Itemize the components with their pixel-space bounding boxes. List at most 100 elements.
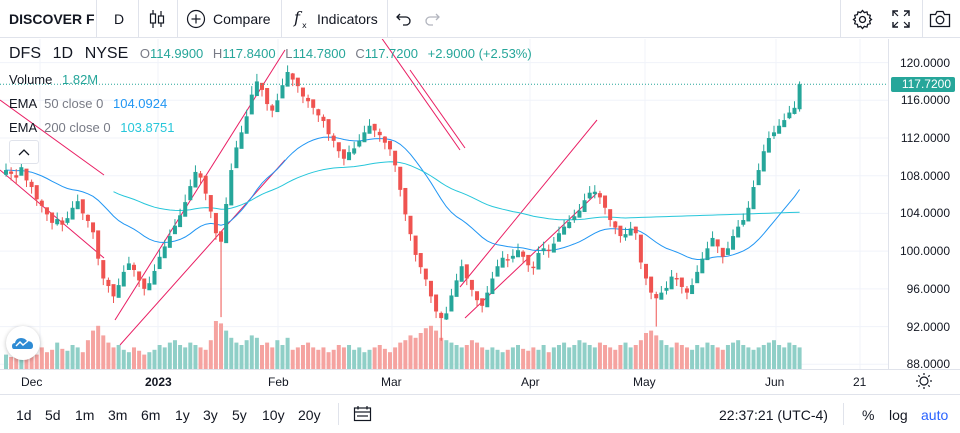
volume-bar: [106, 342, 111, 369]
candle-body: [341, 149, 346, 159]
symbol-legend[interactable]: DFS 1D NYSE O114.9900 H117.8400 L114.780…: [9, 45, 532, 63]
volume-bar: [188, 342, 193, 369]
chart-type-button[interactable]: [148, 0, 166, 38]
candle-body: [797, 84, 802, 110]
range-button-5d[interactable]: 5d: [45, 407, 61, 423]
candle-body: [454, 280, 459, 297]
fullscreen-button[interactable]: [892, 0, 910, 38]
candle-body: [213, 212, 218, 234]
candle-body: [603, 195, 608, 208]
volume-bar: [60, 348, 65, 369]
volume-bar: [19, 352, 24, 369]
ema200-label: EMA: [9, 120, 37, 135]
volume-bar: [219, 323, 224, 369]
volume-bar: [116, 345, 121, 369]
price-chart[interactable]: [0, 0, 888, 369]
indicators-label: Indicators: [317, 11, 378, 27]
volume-bar: [203, 349, 208, 369]
volume-bar: [562, 342, 567, 369]
range-button-1m[interactable]: 1m: [75, 407, 95, 423]
volume-bar: [157, 345, 162, 369]
candle-body: [172, 225, 177, 235]
chart-pane[interactable]: [0, 0, 960, 369]
candle-body: [613, 221, 618, 228]
volume-bar: [398, 342, 403, 369]
volume-bar: [638, 340, 643, 369]
volume-bar: [111, 347, 116, 369]
candles-icon: [149, 10, 165, 28]
volume-legend[interactable]: Volume 1.82M: [9, 72, 98, 87]
volume-bar: [44, 352, 49, 369]
volume-bar: [96, 325, 101, 369]
volume-bar: [454, 345, 459, 369]
volume-bar: [357, 347, 362, 369]
range-button-1y[interactable]: 1y: [175, 407, 190, 423]
volume-bar: [244, 340, 249, 369]
price-scale-label: 92.0000: [906, 319, 950, 334]
collapse-legend-button[interactable]: [9, 140, 39, 164]
divider: [843, 403, 844, 425]
candle-body: [224, 204, 229, 244]
candle-body: [321, 116, 326, 122]
volume-bar: [618, 345, 623, 369]
change-value: +2.9000 (+2.53%): [427, 46, 532, 61]
range-button-3y[interactable]: 3y: [203, 407, 218, 423]
volume-bar: [731, 342, 736, 369]
volume-bar: [413, 337, 418, 369]
symbol-search-button[interactable]: DISCOVER F: [9, 0, 95, 38]
log-toggle[interactable]: log: [889, 407, 908, 423]
redo-button[interactable]: [424, 0, 440, 38]
range-button-10y[interactable]: 10y: [262, 407, 285, 423]
range-button-5y[interactable]: 5y: [232, 407, 247, 423]
percent-toggle[interactable]: %: [862, 407, 875, 423]
candle-body: [751, 187, 756, 210]
candle-body: [14, 175, 19, 178]
candle-body: [331, 135, 336, 141]
ema200-legend[interactable]: EMA 200 close 0 103.8751: [9, 120, 174, 135]
ema50-line: [5, 136, 801, 261]
auto-toggle[interactable]: auto: [921, 407, 949, 423]
time-scale-label: Apr: [521, 375, 540, 389]
candle-body: [500, 257, 505, 268]
ema50-legend[interactable]: EMA 50 close 0 104.0924: [9, 96, 167, 111]
candle-body: [649, 276, 654, 293]
settings-button[interactable]: [852, 0, 873, 38]
candle-body: [597, 193, 602, 198]
interval-button[interactable]: D: [114, 0, 124, 38]
snapshot-button[interactable]: [929, 0, 951, 38]
volume-bar: [91, 330, 96, 369]
goto-date-button[interactable]: [353, 405, 372, 427]
tradingview-logo-button[interactable]: [6, 326, 40, 360]
candle-body: [679, 277, 684, 287]
scale-settings-button[interactable]: [915, 372, 933, 395]
price-scale[interactable]: 120.0000 116.0000 112.0000 108.0000 104.0000…: [888, 39, 960, 371]
volume-bar: [80, 352, 85, 369]
candle-body: [664, 287, 669, 291]
volume-bar: [766, 342, 771, 369]
candle-body: [203, 175, 208, 194]
volume-bar: [326, 352, 331, 369]
candle-body: [439, 312, 444, 319]
candle-body: [638, 234, 643, 263]
trend-line: [459, 119, 598, 288]
range-button-6m[interactable]: 6m: [141, 407, 161, 423]
volume-bar: [623, 342, 628, 369]
volume-bar: [65, 350, 70, 369]
compare-button[interactable]: Compare: [186, 0, 271, 38]
time-scale[interactable]: Dec 2023 Feb Mar Apr May Jun 21: [0, 369, 960, 394]
range-button-3m[interactable]: 3m: [108, 407, 128, 423]
volume-bar: [224, 330, 229, 369]
time-scale-label: Feb: [268, 375, 289, 389]
volume-bar: [34, 354, 39, 369]
volume-bar: [736, 340, 741, 369]
range-button-20y[interactable]: 20y: [298, 407, 321, 423]
clock-timezone[interactable]: 22:37:21 (UTC-4): [719, 407, 828, 423]
volume-bar: [449, 342, 454, 369]
candle-body: [526, 254, 531, 266]
candle-body: [4, 170, 8, 175]
candle-body: [178, 215, 183, 228]
high-label: H: [212, 46, 223, 61]
range-button-1d[interactable]: 1d: [16, 407, 32, 423]
undo-button[interactable]: [396, 0, 412, 38]
